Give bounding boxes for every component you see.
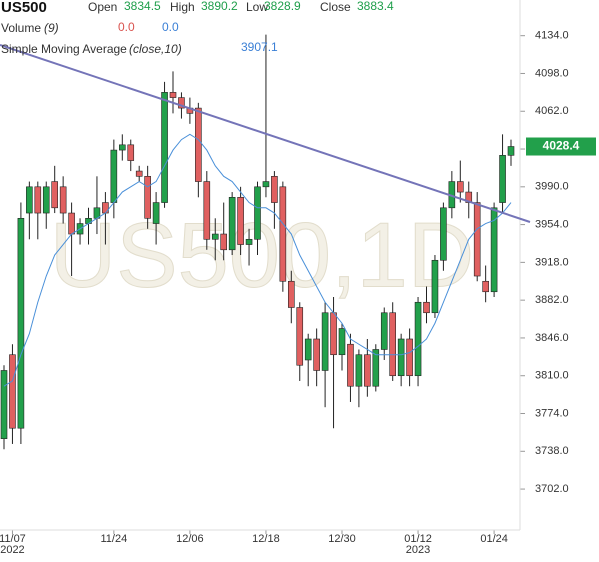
candle-body: [220, 233, 227, 251]
candle-body: [228, 197, 236, 251]
volume-value: 0.0: [162, 20, 179, 34]
candle-body: [431, 259, 439, 314]
volume-params: (9): [44, 21, 59, 35]
candle-body: [338, 328, 346, 356]
x-tick-label: 12/06: [176, 533, 204, 545]
candle-body: [237, 197, 244, 245]
ohlc-label: Low: [246, 0, 268, 14]
candle-body: [211, 233, 219, 240]
y-tick-label: 3882.0: [535, 294, 569, 306]
candle-body: [279, 186, 287, 282]
candle-body: [287, 280, 295, 308]
symbol: US500: [1, 0, 47, 16]
candle-body: [507, 146, 515, 156]
candle-body: [102, 202, 109, 214]
sma-value: 3907.1: [241, 40, 278, 54]
ohlc-value: 3834.5: [124, 0, 161, 13]
candle-body: [406, 338, 413, 377]
y-tick-label: 3810.0: [535, 370, 569, 382]
candle-body: [389, 312, 397, 377]
candle-body: [380, 312, 388, 350]
ohlc-label: High: [170, 0, 195, 14]
x-tick-label: 01/24: [480, 533, 508, 545]
candle-body: [245, 238, 253, 245]
candle-body: [499, 155, 506, 203]
ohlc-label: Close: [320, 0, 351, 14]
candle-body: [59, 186, 67, 214]
candle-body: [169, 92, 177, 98]
y-tick-label: 3918.0: [535, 256, 569, 268]
candle-body: [110, 149, 118, 203]
candle-body: [372, 349, 380, 387]
last-price-label: 4028.4: [543, 139, 580, 153]
candle-body: [364, 354, 371, 387]
candle-body: [355, 354, 363, 387]
candle-body: [347, 343, 354, 387]
candle-body: [135, 170, 143, 177]
sma-line: [3, 133, 512, 387]
y-tick-label: 3846.0: [535, 332, 569, 344]
y-tick-label: 3738.0: [535, 445, 569, 457]
y-tick-label: 3774.0: [535, 407, 569, 419]
candle-body: [152, 202, 160, 224]
candle-body: [9, 354, 16, 429]
x-tick-label: 12/18: [252, 533, 280, 545]
candle-body: [161, 92, 168, 203]
candle-body: [321, 312, 329, 371]
sma-params: (close,10): [129, 42, 182, 56]
candle-body: [397, 338, 405, 377]
y-tick-label: 4062.0: [535, 105, 569, 117]
candle-body: [473, 202, 481, 277]
candle-body: [262, 181, 270, 188]
candle-body: [330, 312, 337, 356]
watermark: US500,1D: [50, 204, 474, 306]
candle-body: [68, 212, 75, 235]
ohlc-value: 3828.9: [264, 0, 301, 13]
candle-body: [313, 338, 320, 371]
last-price-tag: [526, 137, 596, 156]
y-tick-label: 3954.0: [535, 219, 569, 231]
x-tick-label: 01/12: [404, 533, 432, 545]
candle-body: [26, 186, 33, 214]
candle-body: [414, 301, 422, 377]
x-year-label: 2023: [406, 544, 430, 556]
candle-body: [456, 181, 464, 193]
candle-body: [254, 186, 261, 240]
candle-body: [195, 107, 202, 182]
candle-body: [440, 207, 447, 261]
candle-body: [17, 217, 25, 429]
volume-label: Volume: [1, 21, 41, 35]
ohlc-value: 3890.2: [201, 0, 238, 13]
x-tick-label: 11/07: [0, 533, 26, 545]
candle-body: [144, 176, 151, 219]
candle-body: [203, 181, 211, 240]
candle-body: [482, 280, 489, 293]
candle-body: [296, 307, 304, 366]
y-tick-label: 4134.0: [535, 30, 569, 42]
y-tick-label: 3990.0: [535, 181, 569, 193]
candle-body: [127, 144, 135, 161]
candle-body: [271, 176, 278, 203]
candle-body: [34, 186, 42, 214]
x-year-label: 2022: [0, 544, 24, 556]
trend-line: [0, 44, 531, 223]
y-tick-label: 4098.0: [535, 67, 569, 79]
x-tick-label: 12/30: [328, 533, 356, 545]
volume-value: 0.0: [118, 20, 135, 34]
candle-body: [51, 181, 59, 209]
candle-body: [490, 207, 498, 293]
ohlc-label: Open: [88, 0, 117, 14]
candle-body: [304, 338, 312, 361]
ohlc-value: 3883.4: [357, 0, 394, 13]
candle-body: [42, 186, 50, 214]
x-tick-label: 11/24: [100, 533, 127, 545]
sma-label: Simple Moving Average: [1, 42, 127, 56]
candle-body: [119, 144, 126, 151]
candle-body: [423, 301, 430, 314]
candle-body: [178, 97, 185, 109]
candle-body: [0, 370, 8, 439]
y-tick-label: 3702.0: [535, 483, 569, 495]
